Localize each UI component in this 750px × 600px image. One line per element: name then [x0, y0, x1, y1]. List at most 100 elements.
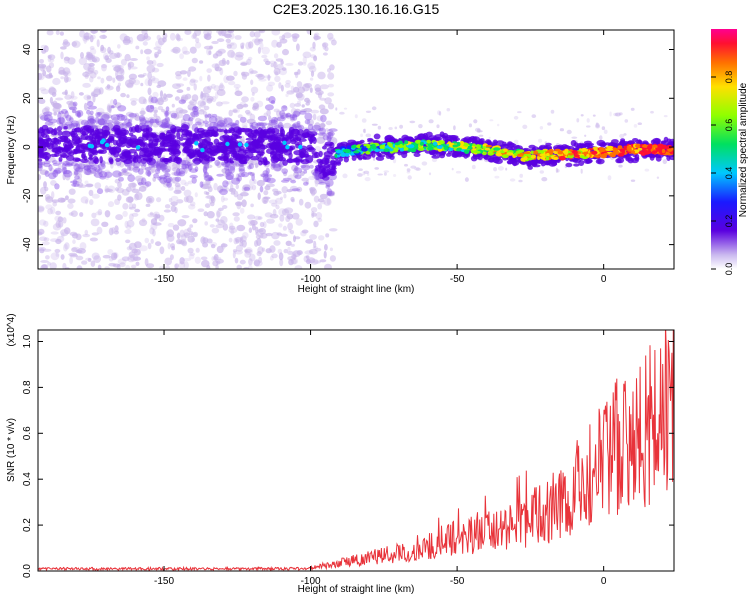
- core-blob: [267, 122, 273, 126]
- noise-blob: [54, 248, 61, 253]
- noise-blob: [50, 252, 60, 261]
- core-blob: [201, 129, 211, 135]
- noise-blob: [132, 256, 141, 261]
- noise-blob: [287, 222, 293, 231]
- core-blob: [54, 167, 63, 174]
- noise-blob: [41, 48, 47, 54]
- core-blob: [326, 132, 334, 139]
- noise-blob: [38, 246, 46, 252]
- noise-blob: [76, 265, 83, 269]
- core-blob: [62, 149, 69, 154]
- core-blob: [315, 174, 320, 181]
- noise-blob: [89, 34, 94, 43]
- noise-blob: [313, 35, 321, 40]
- noise-blob: [431, 158, 438, 163]
- noise-blob: [122, 210, 128, 217]
- noise-blob: [342, 173, 348, 179]
- noise-blob: [181, 240, 188, 247]
- core-blob: [97, 117, 105, 126]
- noise-blob: [146, 64, 156, 73]
- noise-blob: [194, 30, 202, 37]
- core-blob: [301, 164, 311, 171]
- core-blob: [163, 172, 171, 178]
- core-blob: [87, 105, 97, 110]
- noise-blob: [299, 171, 305, 177]
- core-blob: [141, 177, 147, 186]
- noise-blob: [206, 68, 212, 73]
- core-blob: [288, 129, 293, 136]
- noise-blob: [97, 208, 103, 216]
- noise-blob: [201, 93, 210, 98]
- noise-blob: [114, 64, 121, 73]
- noise-blob: [413, 167, 420, 171]
- core-blob: [244, 151, 254, 159]
- noise-blob: [90, 30, 98, 34]
- noise-blob: [607, 175, 612, 181]
- noise-blob: [650, 110, 654, 114]
- ridge-core: [563, 150, 569, 155]
- noise-blob: [310, 54, 317, 59]
- noise-blob: [233, 216, 240, 222]
- noise-blob: [188, 101, 195, 105]
- ridge-core: [417, 147, 425, 151]
- noise-blob: [176, 232, 181, 240]
- noise-blob: [275, 204, 280, 210]
- noise-blob: [195, 247, 200, 253]
- noise-blob: [294, 71, 299, 79]
- core-blob: [96, 188, 104, 195]
- core-blob: [274, 125, 281, 129]
- noise-blob: [247, 56, 253, 61]
- noise-blob: [240, 42, 245, 48]
- noise-blob: [38, 98, 46, 105]
- noise-blob: [163, 180, 171, 187]
- noise-blob: [293, 235, 296, 243]
- ridge-core: [336, 154, 341, 158]
- noise-blob: [114, 187, 120, 192]
- ridge-core: [603, 152, 609, 156]
- noise-blob: [365, 133, 372, 138]
- noise-blob: [79, 184, 87, 188]
- noise-blob: [187, 118, 193, 126]
- noise-blob: [418, 124, 423, 129]
- core-blob: [86, 100, 94, 107]
- core-blob: [160, 163, 167, 171]
- noise-blob: [163, 110, 171, 115]
- noise-blob: [134, 208, 141, 213]
- noise-blob: [42, 69, 47, 77]
- ridge-core: [573, 154, 580, 158]
- noise-blob: [210, 195, 215, 202]
- noise-blob: [595, 122, 599, 125]
- noise-blob: [273, 53, 279, 59]
- noise-blob: [436, 124, 440, 129]
- noise-blob: [312, 41, 316, 49]
- core-blob: [203, 167, 208, 175]
- bright-spot: [225, 141, 230, 147]
- noise-blob: [278, 161, 282, 170]
- noise-blob: [64, 195, 69, 201]
- noise-blob: [285, 112, 292, 120]
- noise-blob: [147, 87, 152, 96]
- noise-blob: [179, 70, 188, 75]
- noise-blob: [71, 40, 81, 48]
- noise-blob: [134, 112, 140, 119]
- noise-blob: [313, 55, 318, 62]
- noise-blob: [193, 79, 199, 84]
- noise-blob: [66, 100, 74, 105]
- bright-spot: [104, 142, 110, 148]
- noise-blob: [38, 228, 45, 235]
- core-blob: [259, 185, 264, 193]
- core-blob: [247, 165, 252, 170]
- noise-blob: [257, 73, 265, 80]
- noise-blob: [234, 35, 242, 40]
- noise-blob: [175, 33, 180, 41]
- noise-blob: [99, 34, 108, 39]
- noise-blob: [233, 190, 239, 198]
- noise-blob: [129, 97, 139, 102]
- noise-blob: [266, 84, 274, 92]
- noise-blob: [114, 225, 119, 233]
- noise-blob: [41, 241, 50, 246]
- noise-blob: [120, 58, 127, 66]
- noise-blob: [206, 48, 212, 56]
- ridge-blob: [472, 136, 478, 142]
- noise-blob: [121, 188, 130, 196]
